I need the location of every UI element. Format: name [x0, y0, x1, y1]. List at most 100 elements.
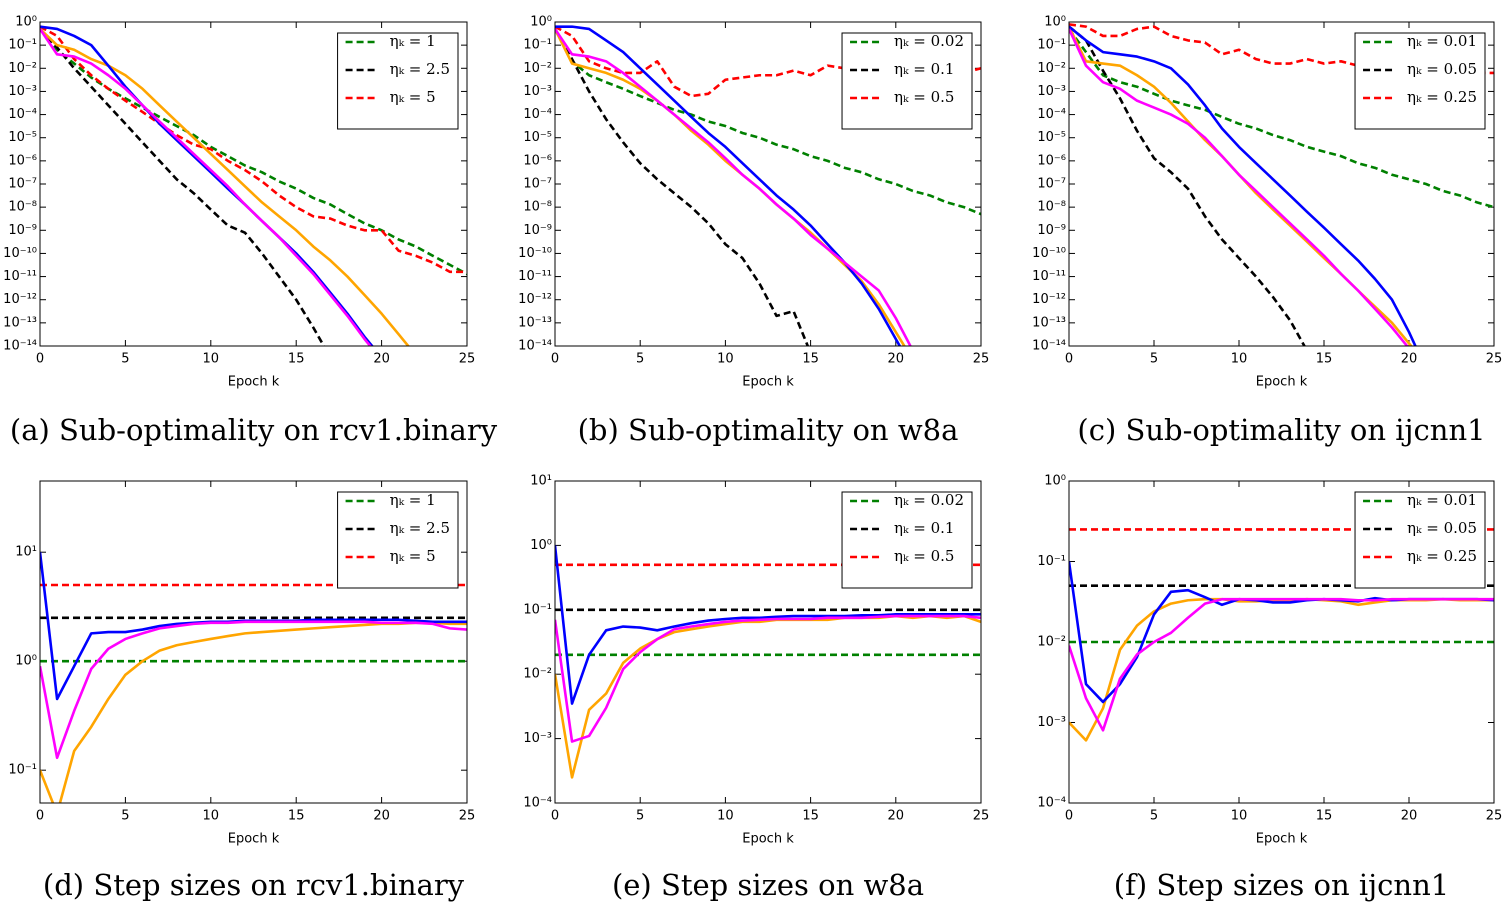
series-line [1069, 25, 1306, 346]
y-tick-label: 10⁻¹ [8, 763, 37, 778]
y-tick-label: 10⁻³ [8, 84, 37, 99]
plot-frame [554, 480, 982, 804]
series-line [40, 25, 374, 346]
legend-label: ηₖ = 0.05 [1407, 519, 1477, 537]
chart: 10⁰ 10⁻¹ 10⁻² 10⁻³ 10⁻⁴ 10⁻⁵ 10⁻⁶ 10⁻⁷ 10⁻⁸ 10⁻⁹ 1… [3, 15, 498, 448]
y-tick-label: 10⁰ [530, 538, 552, 553]
chart: 10⁰ 10⁻¹ 10⁻² 10⁻³ 10⁻⁴ 10⁻⁵ 10⁻⁶ 10⁻⁷ 10⁻⁸ 10⁻⁹ 1… [518, 15, 989, 448]
legend-label: ηₖ = 0.1 [894, 519, 954, 537]
y-tick-label: 10⁻¹ [523, 38, 552, 53]
series-line [555, 28, 981, 216]
y-tick-label: 10⁻¹³ [1032, 315, 1066, 330]
x-tick-label: 15 [802, 352, 819, 367]
x-tick-label: 25 [1486, 809, 1503, 824]
series-line [1069, 28, 1409, 346]
x-tick-label: 20 [888, 809, 905, 824]
legend-label: ηₖ = 0.02 [894, 32, 964, 50]
y-tick-label: 10⁻⁶ [523, 153, 552, 168]
series-line [555, 28, 810, 346]
x-tick-label: 15 [288, 809, 305, 824]
y-tick-label: 10⁻⁴ [8, 107, 37, 122]
legend-frame [841, 32, 973, 130]
legend: ηₖ = 0.01 ηₖ = 0.05 ηₖ = 0.25 [1354, 491, 1486, 589]
y-tick-label: 10⁻¹² [3, 292, 37, 307]
legend-frame [1354, 491, 1486, 589]
y-tick-label: 10¹ [530, 474, 552, 489]
plot-frame [1068, 21, 1495, 347]
chart: 10⁻⁴ 10⁻³ 10⁻² 10⁻¹ 10⁰ 10¹ 0 5 10 15 20 25 Epoch k (… [523, 474, 989, 903]
y-tick-label: 10⁻⁷ [1037, 177, 1066, 192]
x-axis-label: Epoch k [742, 375, 794, 390]
x-tick-label: 25 [973, 352, 990, 367]
x-axis-label: Epoch k [228, 375, 280, 390]
x-tick-label: 5 [1150, 352, 1158, 367]
x-tick-label: 10 [1231, 809, 1248, 824]
y-tick-label: 10⁰ [15, 654, 37, 669]
chart: 10⁰ 10⁻¹ 10⁻² 10⁻³ 10⁻⁴ 10⁻⁵ 10⁻⁶ 10⁻⁷ 10⁻⁸ 10⁻⁹ 1… [1032, 15, 1502, 448]
x-tick-label: 0 [551, 809, 559, 824]
y-tick-label: 10⁻¹² [518, 292, 552, 307]
legend-label: ηₖ = 0.02 [894, 491, 964, 509]
x-tick-label: 10 [203, 809, 220, 824]
series-line [40, 28, 467, 276]
y-tick-label: 10⁻⁸ [8, 200, 37, 215]
x-tick-label: 10 [203, 352, 220, 367]
series-line [555, 545, 981, 705]
x-tick-label: 10 [717, 352, 734, 367]
plot-area [1069, 23, 1494, 346]
y-tick-label: 10⁰ [1044, 474, 1066, 489]
series-line [40, 28, 372, 346]
x-tick-label: 15 [288, 352, 305, 367]
y-tick-label: 10⁻¹³ [3, 315, 37, 330]
x-tick-label: 25 [973, 809, 990, 824]
y-tick-label: 10⁻² [1037, 61, 1066, 76]
y-tick-label: 10⁻¹ [1037, 38, 1066, 53]
x-tick-label: 10 [1231, 352, 1248, 367]
x-tick-label: 20 [888, 352, 905, 367]
y-tick-label: 10⁻¹³ [518, 315, 552, 330]
caption: (f) Step sizes on ijcnn1 [1114, 868, 1449, 902]
y-tick-label: 10⁻¹ [1037, 554, 1066, 569]
legend-label: ηₖ = 0.5 [894, 88, 954, 106]
x-tick-label: 25 [459, 352, 476, 367]
legend: ηₖ = 1 ηₖ = 2.5 ηₖ = 5 [337, 32, 459, 130]
y-tick-label: 10⁻¹¹ [518, 269, 552, 284]
legend-label: ηₖ = 2.5 [390, 60, 450, 78]
y-tick-label: 10⁻⁶ [8, 153, 37, 168]
x-tick-label: 20 [1401, 809, 1418, 824]
x-tick-label: 5 [121, 809, 129, 824]
y-tick-label: 10⁻¹⁰ [3, 246, 37, 261]
series-line [555, 25, 981, 98]
x-tick-label: 10 [717, 809, 734, 824]
legend-label: ηₖ = 1 [390, 32, 436, 50]
y-tick-label: 10⁻³ [523, 84, 552, 99]
y-tick-label: 10⁻⁶ [1037, 153, 1066, 168]
series-line [555, 614, 981, 779]
y-tick-label: 10⁻⁴ [1037, 796, 1066, 811]
caption: (d) Step sizes on rcv1.binary [43, 868, 465, 902]
series-line [1069, 597, 1494, 732]
legend-label: ηₖ = 5 [390, 88, 436, 106]
series-line [555, 614, 981, 743]
series-line [1069, 28, 1494, 209]
x-tick-label: 5 [636, 809, 644, 824]
x-tick-label: 15 [1316, 352, 1333, 367]
plot-area [555, 25, 981, 346]
x-tick-label: 25 [459, 809, 476, 824]
x-tick-label: 0 [1065, 352, 1073, 367]
y-tick-label: 10⁻⁵ [523, 130, 552, 145]
caption: (a) Sub-optimality on rcv1.binary [10, 413, 498, 447]
plot-frame [1068, 480, 1495, 804]
x-tick-label: 0 [1065, 809, 1073, 824]
legend-frame [337, 491, 459, 589]
x-tick-label: 5 [1150, 809, 1158, 824]
y-tick-label: 10⁻⁴ [523, 796, 552, 811]
caption: (b) Sub-optimality on w8a [578, 413, 959, 447]
y-tick-label: 10⁻¹¹ [1032, 269, 1066, 284]
plot-area [1069, 528, 1494, 742]
legend-label: ηₖ = 0.1 [894, 60, 954, 78]
y-tick-label: 10⁻⁵ [8, 130, 37, 145]
legend-label: ηₖ = 0.05 [1407, 60, 1477, 78]
y-tick-label: 10⁻⁸ [523, 200, 552, 215]
